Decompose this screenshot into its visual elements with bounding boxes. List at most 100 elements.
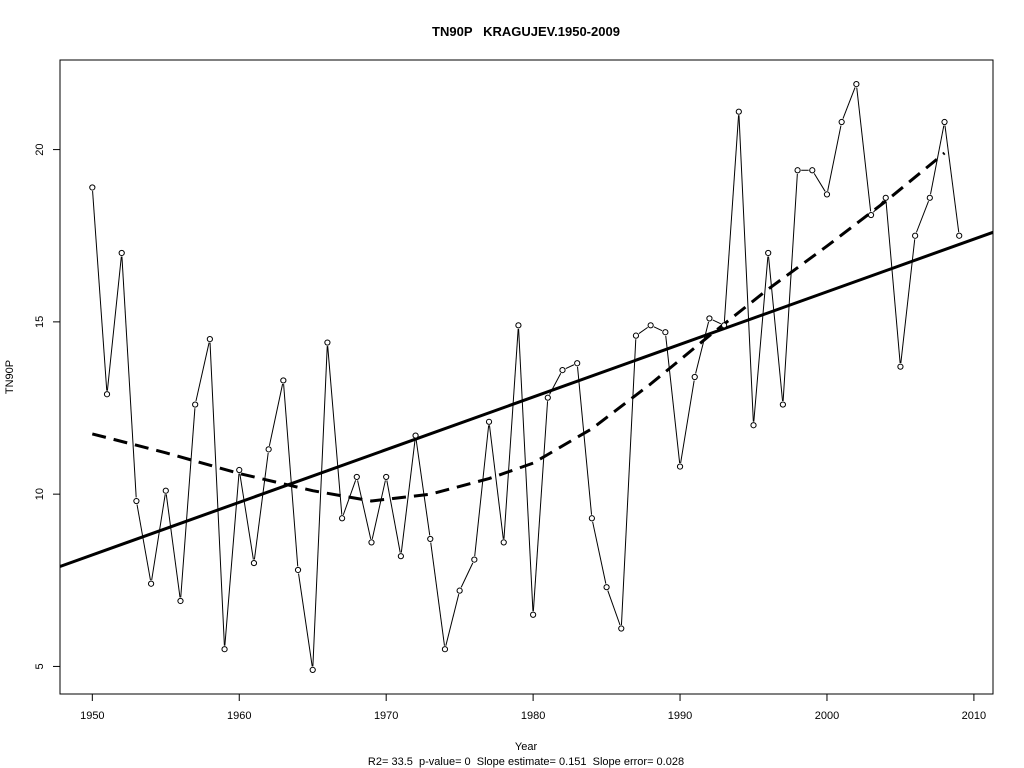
series-segment [873, 200, 884, 213]
data-point [765, 249, 772, 257]
data-point [456, 587, 463, 594]
series-segment [195, 342, 210, 402]
data-point [294, 566, 302, 574]
series-segment [106, 256, 122, 391]
series-segment [532, 401, 549, 612]
data-point [691, 373, 698, 381]
data-point [853, 81, 860, 88]
series-segment [312, 346, 328, 667]
series-segment [283, 383, 299, 567]
data-point [280, 377, 287, 384]
y-tick-label: 20 [34, 143, 46, 155]
x-axis-label: Year [515, 741, 538, 753]
series-segment [856, 87, 872, 212]
series-segment [842, 87, 856, 119]
data-point [706, 315, 713, 322]
data-point [618, 625, 625, 632]
y-tick-label: 15 [34, 316, 46, 328]
data-point [441, 646, 449, 653]
data-point [485, 418, 493, 425]
data-point [162, 487, 169, 494]
series-segment [386, 480, 401, 553]
series-segment [653, 326, 663, 332]
y-tick-label: 10 [34, 488, 46, 500]
data-point [353, 473, 360, 481]
data-point [926, 194, 933, 201]
series-segment [209, 342, 225, 646]
data-point [632, 332, 640, 339]
series-segment [445, 594, 460, 646]
data-point [309, 666, 316, 673]
series-segment [827, 125, 842, 191]
y-axis-label: TN90P [4, 360, 16, 394]
data-point [823, 191, 831, 198]
chart-caption: R2= 33.5 p-value= 0 Slope estimate= 0.15… [368, 756, 684, 768]
data-point [544, 394, 551, 401]
series-segment [165, 494, 181, 598]
data-point [324, 339, 331, 346]
x-tick-label: 1990 [668, 710, 692, 722]
series-segment [357, 480, 372, 539]
x-tick-label: 1980 [521, 710, 545, 722]
series-segment [298, 573, 313, 667]
series-segment [549, 373, 562, 395]
series-segment [738, 115, 754, 422]
data-point [103, 391, 111, 398]
series-segment [342, 480, 357, 516]
series-segment [151, 494, 166, 581]
series-segment [638, 326, 648, 334]
x-tick-label: 1970 [374, 710, 398, 722]
series-segment [136, 504, 151, 581]
series-segment [577, 366, 593, 515]
series-segment [400, 439, 416, 553]
data-point [206, 335, 213, 343]
data-point [779, 401, 786, 408]
series-segment [723, 115, 740, 322]
data-point [412, 432, 419, 439]
data-point [339, 515, 346, 522]
series-layer [59, 81, 994, 673]
series-segment [239, 473, 254, 560]
y-axis: 5 10 15 20 [34, 143, 61, 669]
series-segment [518, 328, 534, 612]
series-segment [430, 542, 445, 646]
data-point [397, 553, 404, 560]
series-segment [415, 439, 431, 536]
data-point [471, 556, 478, 563]
series-segment [885, 201, 901, 364]
data-point [192, 401, 199, 408]
series-segment [620, 339, 637, 625]
data-point [515, 322, 522, 329]
series-segment [915, 201, 929, 233]
series-segment [592, 521, 607, 584]
x-tick-label: 1950 [80, 710, 104, 722]
data-point [603, 584, 610, 591]
data-point [867, 211, 875, 219]
data-point [559, 367, 566, 374]
data-point [882, 194, 889, 201]
x-tick-label: 2010 [962, 710, 986, 722]
data-point [236, 466, 243, 474]
data-point [735, 108, 742, 115]
chart-title: TN90P KRAGUJEV.1950-2009 [432, 24, 620, 39]
data-point [427, 535, 434, 543]
data-point [147, 580, 155, 587]
series-segment [680, 380, 695, 464]
data-point [588, 515, 595, 522]
data-point [118, 249, 125, 257]
smooth-curve [91, 151, 946, 503]
data-point [530, 611, 537, 618]
series-segment [768, 256, 784, 402]
series-segment [460, 562, 474, 588]
series-segment [488, 425, 504, 539]
series-segment [253, 452, 269, 560]
data-point [956, 232, 963, 239]
trend-line [59, 230, 994, 568]
data-point [721, 322, 728, 329]
series-segment [944, 125, 960, 233]
data-point [676, 463, 684, 470]
series-segment [782, 173, 798, 402]
series-segment [565, 364, 575, 370]
x-axis: 1950 1960 1970 1980 1990 2000 2010 [80, 693, 986, 722]
y-tick-label: 5 [34, 663, 46, 669]
